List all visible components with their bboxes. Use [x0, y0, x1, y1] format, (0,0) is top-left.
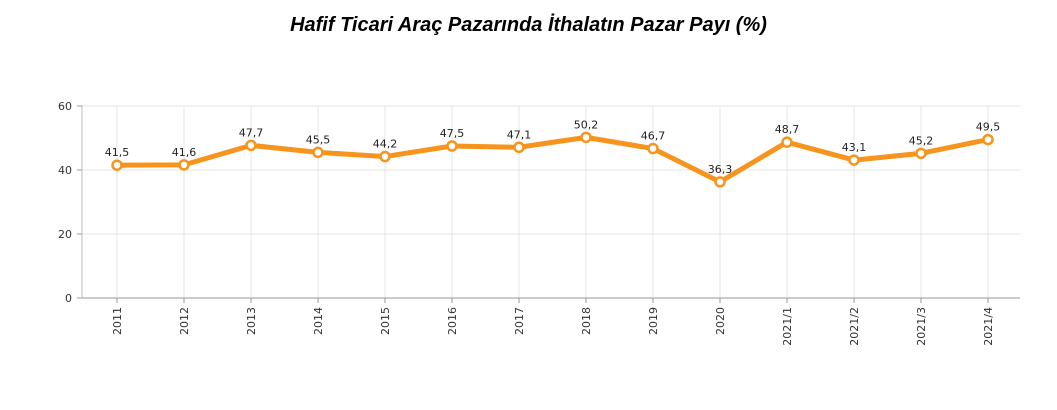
- data-label: 49,5: [976, 121, 1001, 134]
- chart-title: Hafif Ticari Araç Pazarında İthalatın Pa…: [290, 14, 767, 36]
- data-point: [714, 176, 726, 188]
- x-tick-label: 2020: [714, 307, 727, 335]
- data-point: [647, 142, 659, 155]
- x-tick-label: 2016: [446, 307, 459, 335]
- data-label: 41,5: [105, 146, 130, 159]
- x-tick-label: 2021/2: [848, 307, 861, 346]
- axis-layer: 0 20 40 60 2011 2012 2013 2014 2015 2016 2017 2018 2…: [58, 100, 1020, 346]
- data-label: 47,7: [239, 126, 264, 139]
- data-label: 43,1: [842, 141, 867, 154]
- data-label: 36,3: [708, 163, 733, 176]
- data-point: [915, 147, 927, 160]
- label-layer: 41,5 41,6 47,7 45,5 44,2 47,5 47,1 50,2 46,7 36,3…: [105, 118, 1001, 175]
- data-label: 46,7: [641, 130, 666, 143]
- x-tick-label: 2014: [312, 307, 325, 335]
- series-line: [114, 134, 991, 185]
- data-point: [178, 159, 190, 171]
- y-tick-label: 20: [58, 228, 72, 241]
- y-tick-label: 0: [65, 292, 72, 305]
- x-tick-label: 2021/4: [982, 307, 995, 346]
- x-tick-label: 2013: [245, 307, 258, 335]
- x-tick-label: 2021/3: [915, 307, 928, 346]
- x-tick-label: 2015: [379, 307, 392, 335]
- data-label: 50,2: [574, 118, 599, 131]
- data-label: 47,1: [507, 128, 532, 141]
- x-tick-label: 2017: [513, 307, 526, 335]
- data-label: 41,6: [172, 146, 197, 159]
- x-tick-label: 2011: [111, 307, 124, 335]
- x-tick-label: 2019: [647, 307, 660, 335]
- series-layer: [111, 131, 994, 188]
- y-tick-label: 60: [58, 100, 72, 113]
- data-point: [513, 141, 525, 154]
- x-tick-label: 2018: [580, 307, 593, 335]
- data-label: 47,5: [440, 127, 465, 140]
- y-tick-label: 40: [58, 164, 72, 177]
- data-point: [781, 136, 793, 148]
- data-label: 48,7: [775, 123, 800, 136]
- grid-layer: [82, 105, 1020, 298]
- data-point: [848, 154, 860, 166]
- data-point: [111, 159, 123, 171]
- data-point: [312, 146, 324, 159]
- data-point: [379, 150, 391, 163]
- data-point: [446, 140, 458, 152]
- data-point: [982, 133, 994, 146]
- data-point: [245, 139, 257, 152]
- data-label: 45,5: [306, 133, 331, 146]
- x-tick-label: 2021/1: [781, 307, 794, 346]
- data-label: 45,2: [909, 134, 934, 147]
- data-point: [580, 131, 592, 144]
- data-label: 44,2: [373, 138, 398, 151]
- x-tick-label: 2012: [178, 307, 191, 335]
